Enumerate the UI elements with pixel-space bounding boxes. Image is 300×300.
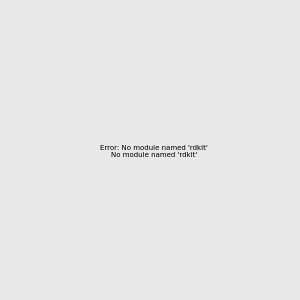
Text: Error: No module named 'rdkit'
No module named 'rdkit': Error: No module named 'rdkit' No module… (100, 145, 208, 158)
